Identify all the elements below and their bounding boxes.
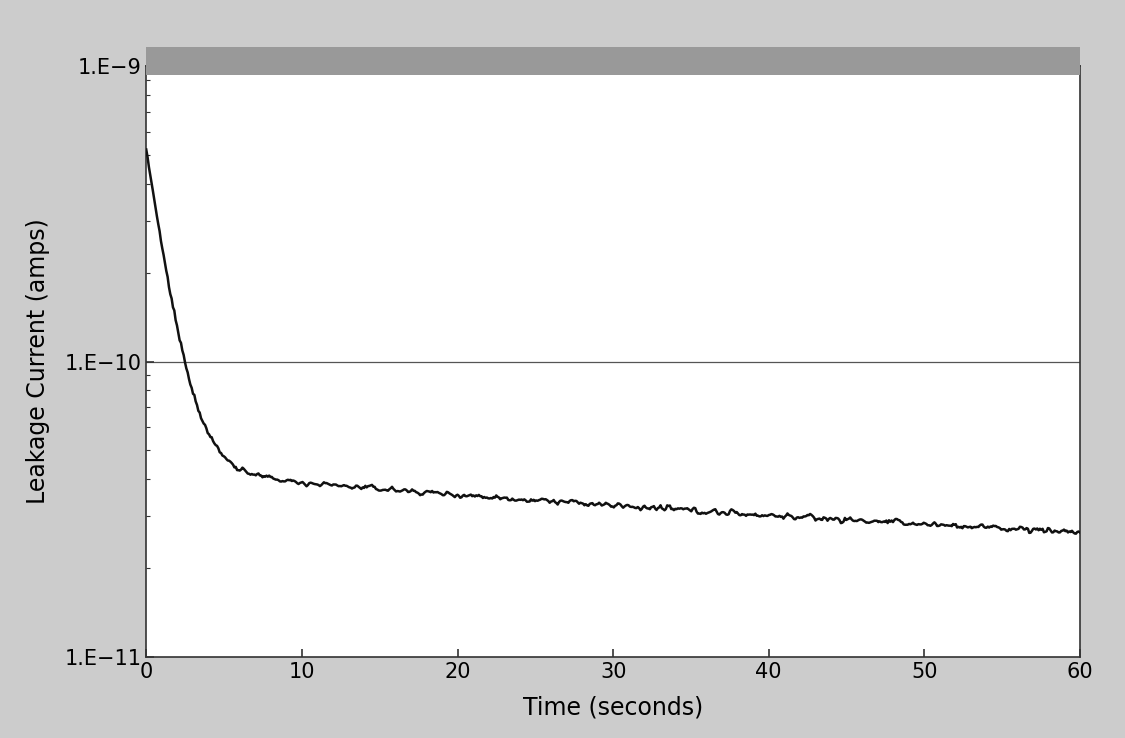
X-axis label: Time (seconds): Time (seconds) xyxy=(523,696,703,720)
Y-axis label: Leakage Current (amps): Leakage Current (amps) xyxy=(27,218,51,505)
